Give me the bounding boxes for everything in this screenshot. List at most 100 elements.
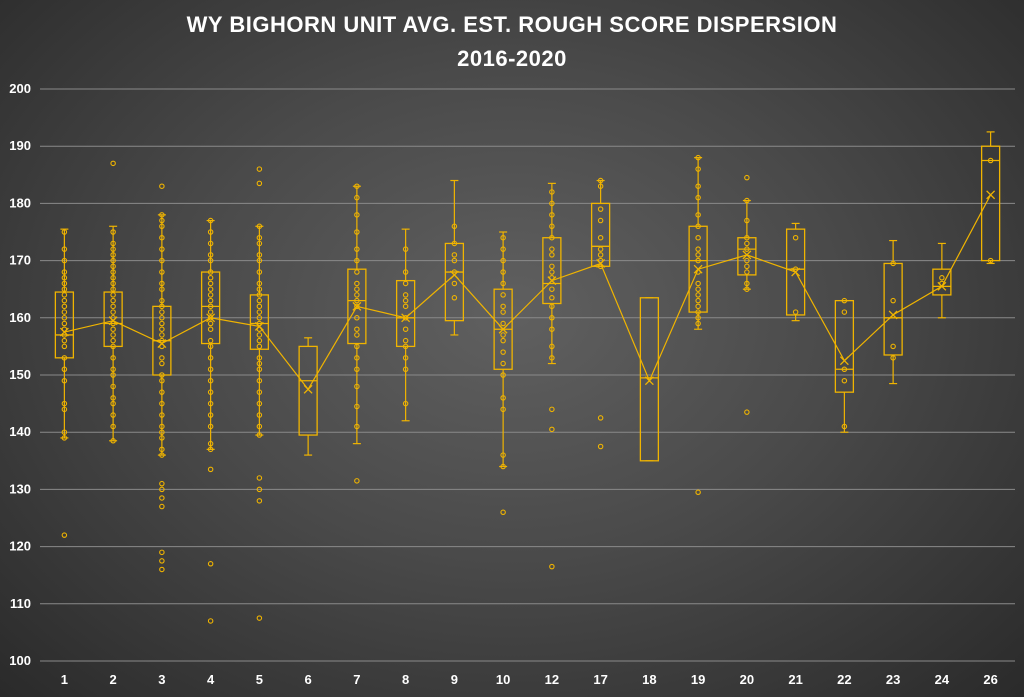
iqr-box: [834, 299, 855, 393]
data-point: [549, 426, 555, 433]
data-point: [500, 509, 506, 516]
data-point: [500, 246, 506, 252]
data-point: [256, 355, 263, 361]
data-point: [159, 435, 165, 441]
data-point: [159, 549, 165, 556]
data-point: [61, 229, 68, 235]
data-point: [500, 303, 506, 310]
data-point: [500, 280, 506, 287]
x-tick-label: 10: [496, 672, 510, 687]
data-point: [354, 403, 360, 410]
data-point: [890, 343, 896, 350]
box-group: [737, 174, 757, 415]
y-tick-label: 180: [9, 195, 31, 210]
data-point: [61, 377, 68, 384]
data-point: [110, 292, 116, 298]
data-point: [549, 246, 555, 252]
iqr-box: [785, 228, 806, 316]
data-point: [500, 395, 506, 401]
data-point: [597, 443, 604, 450]
data-point: [256, 166, 263, 172]
data-point: [695, 252, 701, 258]
data-point: [159, 217, 165, 224]
data-point: [256, 180, 263, 187]
data-point: [159, 183, 165, 189]
iqr-box: [200, 271, 221, 345]
data-point: [890, 260, 896, 267]
data-point: [597, 217, 604, 224]
gridlines: [40, 88, 1015, 662]
data-point: [256, 303, 263, 310]
data-point: [500, 332, 506, 338]
data-point: [500, 463, 506, 470]
data-point: [110, 303, 116, 310]
data-point: [402, 280, 409, 287]
data-point: [744, 280, 750, 287]
data-point: [402, 326, 409, 332]
data-point: [61, 343, 68, 350]
data-point: [549, 263, 555, 270]
data-point: [207, 252, 214, 258]
x-tick-label: 8: [402, 672, 409, 687]
data-point: [500, 372, 506, 378]
data-point: [549, 286, 555, 292]
data-point: [159, 480, 165, 487]
iqr-box: [639, 297, 660, 462]
data-point: [207, 309, 214, 315]
data-point: [354, 194, 360, 201]
iqr-box: [347, 268, 367, 345]
box-group: [980, 131, 1001, 265]
data-point: [500, 360, 506, 367]
data-point: [61, 406, 68, 413]
data-point: [744, 174, 750, 181]
data-point: [841, 366, 848, 373]
box-group: [932, 242, 952, 319]
data-point: [110, 257, 116, 264]
data-point: [500, 349, 506, 355]
data-point: [207, 440, 214, 447]
data-point: [549, 189, 555, 195]
data-point: [110, 252, 116, 258]
data-point: [61, 355, 68, 361]
data-point: [61, 269, 68, 275]
data-point: [159, 320, 165, 327]
data-point: [354, 280, 360, 287]
y-tick-label: 150: [9, 367, 31, 382]
data-point: [549, 406, 555, 413]
x-tick-label: 19: [691, 672, 705, 687]
data-point: [256, 360, 263, 367]
data-point: [207, 446, 214, 453]
x-tick-label: 17: [593, 672, 607, 687]
data-point: [256, 423, 263, 430]
box-group: [542, 182, 562, 570]
data-point: [354, 269, 360, 275]
data-point: [207, 389, 214, 395]
data-point: [110, 160, 116, 167]
data-point: [110, 229, 116, 235]
data-point: [110, 263, 116, 270]
data-point: [695, 166, 701, 172]
data-point: [354, 478, 360, 484]
data-point: [159, 495, 165, 501]
data-point: [695, 315, 701, 321]
data-point: [354, 423, 360, 430]
x-tick-label: 6: [305, 672, 312, 687]
data-point: [207, 217, 214, 224]
data-point: [207, 303, 214, 310]
y-tick-label: 160: [9, 310, 31, 325]
data-point: [451, 223, 458, 230]
data-point: [354, 286, 360, 292]
y-tick-label: 190: [9, 138, 31, 153]
data-point: [207, 269, 214, 275]
iqr-box: [737, 237, 757, 276]
data-point: [256, 315, 263, 321]
data-point: [744, 257, 750, 264]
data-point: [354, 332, 360, 338]
data-point: [159, 389, 165, 395]
data-point: [159, 315, 165, 321]
y-tick-label: 120: [9, 539, 31, 554]
data-point: [744, 286, 750, 292]
data-point: [354, 315, 360, 321]
data-point: [159, 360, 165, 367]
